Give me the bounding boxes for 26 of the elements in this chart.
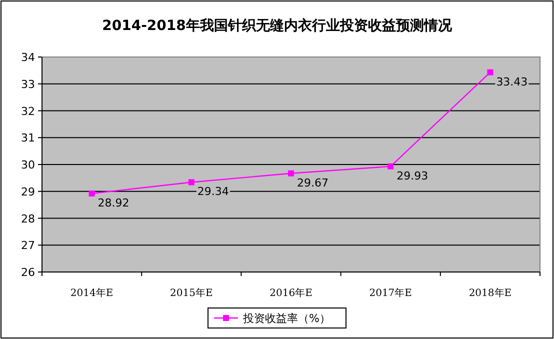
legend-label: 投资收益率（%） <box>242 312 330 325</box>
x-tick-label: 2015年E <box>170 287 213 299</box>
point <box>388 163 394 170</box>
data-label: 29.93 <box>396 169 428 182</box>
y-tick-label: 26 <box>21 266 35 279</box>
point <box>487 69 494 76</box>
y-tick-label: 31 <box>21 132 35 145</box>
data-label: 28.92 <box>98 196 130 210</box>
title: 2014-2018年我国针织无缝内衣行业投资收益预测情况 <box>102 18 452 34</box>
y-tick-label: 30 <box>21 158 35 172</box>
point <box>88 190 95 197</box>
data-label: 29.34 <box>197 185 229 198</box>
y-tick-label: 28 <box>21 212 35 226</box>
x-tick-label: 2018年E <box>468 287 512 299</box>
y-tick-label: 29 <box>21 185 35 198</box>
point <box>288 170 294 176</box>
x-tick-label: 2014年E <box>70 287 114 299</box>
y-tick-label: 32 <box>21 104 35 118</box>
point <box>188 179 194 186</box>
data-label: 29.67 <box>297 176 328 190</box>
x-tick-label: 2016年E <box>270 287 312 299</box>
x-tick-label: 2017年E <box>369 287 412 299</box>
y-tick-label: 27 <box>21 239 35 252</box>
y-tick-label: 33 <box>21 78 35 91</box>
y-tick-label: 34 <box>21 51 35 64</box>
data-label: 33.43 <box>496 75 528 88</box>
